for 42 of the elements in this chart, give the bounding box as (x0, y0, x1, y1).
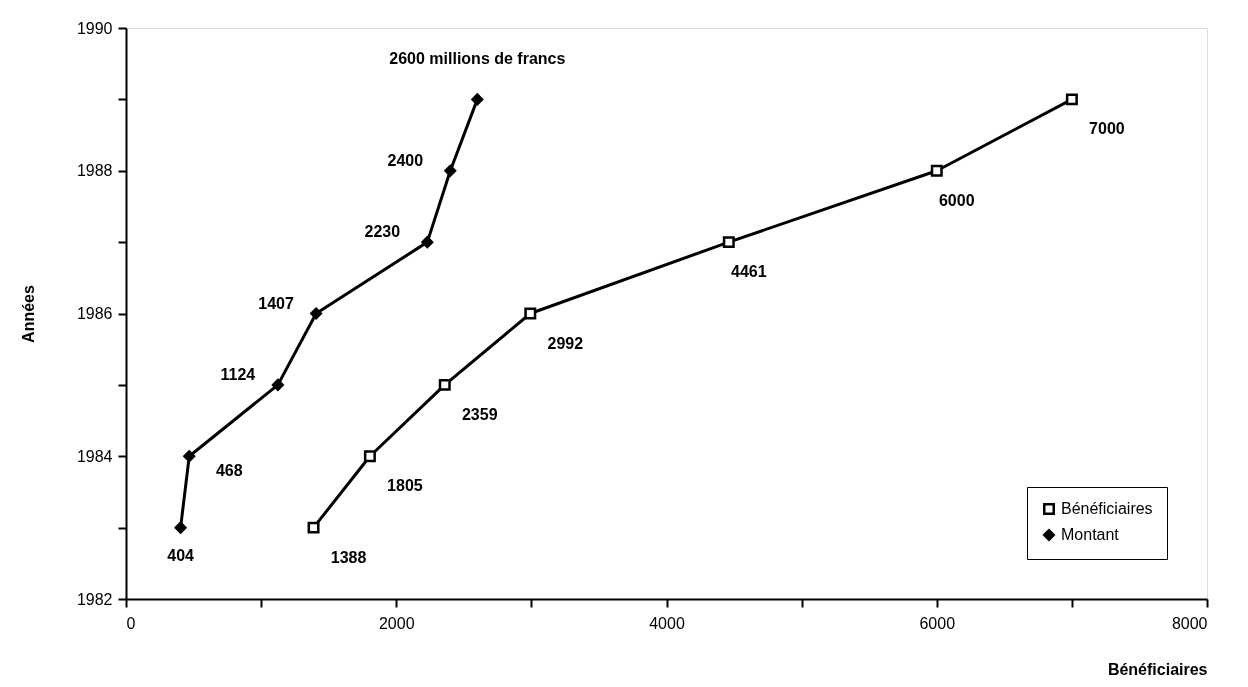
y-tick-label: 1982 (76, 590, 113, 608)
point (183, 450, 196, 463)
x-tick-label: 4000 (649, 614, 685, 632)
point (524, 307, 537, 320)
point (471, 93, 484, 106)
annotation: 1388 (330, 548, 367, 566)
annotation: 7000 (1089, 120, 1125, 138)
annotation: 468 (215, 462, 243, 480)
annotation: 2230 (364, 223, 401, 241)
point (174, 521, 187, 534)
point (930, 164, 943, 177)
point (722, 236, 735, 249)
annotation: 1407 (258, 294, 295, 312)
point (421, 236, 434, 249)
y-tick-label: 1990 (76, 19, 113, 37)
legend-label: Bénéficiaires (1061, 500, 1153, 517)
y-tick-label: 1986 (76, 305, 113, 322)
annotation: 6000 (938, 191, 975, 209)
annotation: 2400 (387, 151, 424, 169)
point (307, 521, 320, 534)
point (1065, 93, 1078, 106)
annotation: 1124 (220, 365, 256, 383)
y-axis-title: Années (19, 285, 37, 343)
point (438, 378, 451, 391)
x-tick-label: 8000 (1171, 614, 1208, 632)
x-tick-label: 0 (126, 614, 136, 632)
annotation: 2992 (547, 334, 584, 352)
annotation: 4461 (731, 263, 767, 281)
x-axis-title: Bénéficiaires (1107, 660, 1208, 678)
point (444, 164, 457, 177)
annotation: 2359 (461, 405, 498, 423)
point (363, 450, 376, 463)
x-tick-label: 2000 (378, 614, 415, 632)
y-tick-label: 1988 (76, 162, 113, 180)
annotation: 1805 (387, 477, 423, 495)
y-tick-label: 1984 (76, 447, 113, 465)
x-tick-label: 6000 (919, 614, 956, 632)
annotation: 2600 millions de francs (389, 50, 566, 68)
point (271, 378, 284, 391)
point (310, 307, 323, 320)
annotation: 404 (167, 546, 195, 564)
legend-label: Montant (1061, 526, 1120, 543)
